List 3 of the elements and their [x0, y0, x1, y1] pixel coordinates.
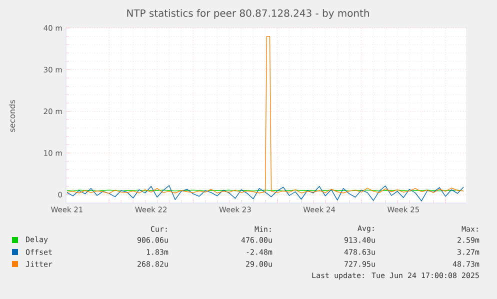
chart-title: NTP statistics for peer 80.87.128.243 - by month: [127, 9, 369, 19]
line-series: [66, 185, 464, 202]
line-series: [66, 36, 464, 194]
